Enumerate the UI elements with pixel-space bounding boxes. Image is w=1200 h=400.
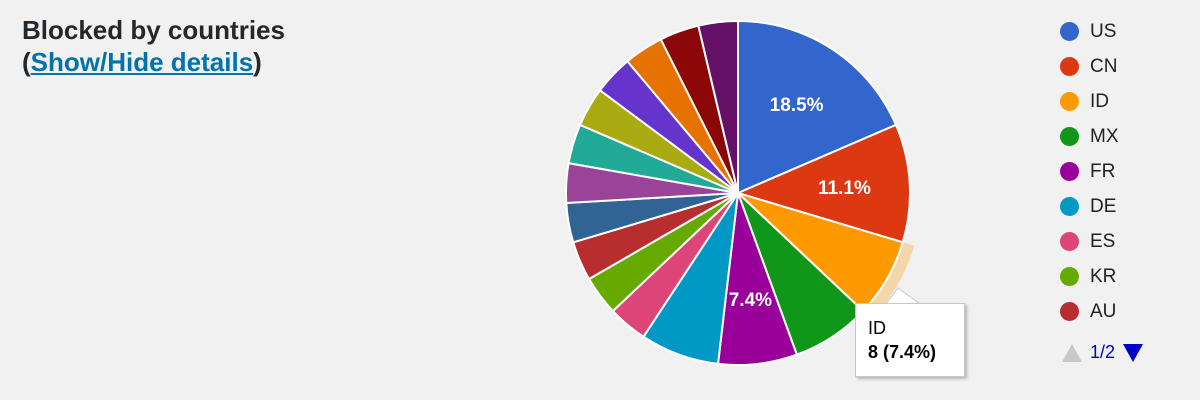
legend-item-mx[interactable]: MX xyxy=(1060,119,1119,154)
page-up-icon xyxy=(1062,343,1082,362)
title-block: Blocked by countries (Show/Hide details) xyxy=(22,14,285,78)
legend-dot-mx xyxy=(1060,127,1079,146)
details-line: (Show/Hide details) xyxy=(22,46,285,78)
legend-item-us[interactable]: US xyxy=(1060,14,1119,49)
legend-item-cn[interactable]: CN xyxy=(1060,49,1119,84)
tooltip-label: ID xyxy=(868,318,886,338)
legend-dot-au xyxy=(1060,302,1079,321)
pie-highlight-id xyxy=(863,242,915,320)
slice-label-us: 18.5% xyxy=(770,95,824,116)
legend-item-kr[interactable]: KR xyxy=(1060,259,1119,294)
legend-label-cn: CN xyxy=(1090,55,1118,77)
legend-dot-de xyxy=(1060,197,1079,216)
legend-item-fr[interactable]: FR xyxy=(1060,154,1119,189)
legend-dot-id xyxy=(1060,92,1079,111)
legend-dot-fr xyxy=(1060,162,1079,181)
details-close-paren: ) xyxy=(253,47,262,77)
legend-label-us: US xyxy=(1090,20,1117,42)
show-hide-details-link[interactable]: Show/Hide details xyxy=(30,47,254,77)
tooltip: ID 8 (7.4%) xyxy=(855,303,965,377)
legend-label-de: DE xyxy=(1090,195,1117,217)
legend-label-kr: KR xyxy=(1090,265,1117,287)
legend-label-es: ES xyxy=(1090,230,1116,252)
legend-dot-us xyxy=(1060,22,1079,41)
legend-item-de[interactable]: DE xyxy=(1060,189,1119,224)
pie-slice-cn[interactable] xyxy=(735,123,911,244)
pie-slice-other-17[interactable] xyxy=(697,19,739,194)
legend: US CN ID MX FR DE ES KR AU xyxy=(1060,14,1119,329)
details-open-paren: ( xyxy=(22,47,31,77)
legend-label-au: AU xyxy=(1090,300,1117,322)
legend-pager: 1/2 xyxy=(1062,342,1144,363)
legend-item-es[interactable]: ES xyxy=(1060,224,1119,259)
legend-dot-es xyxy=(1060,232,1079,251)
legend-item-id[interactable]: ID xyxy=(1060,84,1119,119)
slice-label-fr: 7.4% xyxy=(729,290,772,311)
legend-label-mx: MX xyxy=(1090,125,1119,147)
page-down-icon[interactable] xyxy=(1123,343,1144,362)
legend-dot-cn xyxy=(1060,57,1079,76)
slice-label-cn: 11.1% xyxy=(818,178,871,199)
page-indicator: 1/2 xyxy=(1090,342,1116,362)
legend-item-au[interactable]: AU xyxy=(1060,294,1119,329)
legend-label-fr: FR xyxy=(1090,160,1116,182)
pie-slice-us[interactable] xyxy=(737,19,898,195)
chart-title: Blocked by countries xyxy=(22,15,285,45)
tooltip-value: 8 (7.4%) xyxy=(868,342,937,362)
legend-label-id: ID xyxy=(1090,90,1109,112)
legend-dot-kr xyxy=(1060,267,1079,286)
